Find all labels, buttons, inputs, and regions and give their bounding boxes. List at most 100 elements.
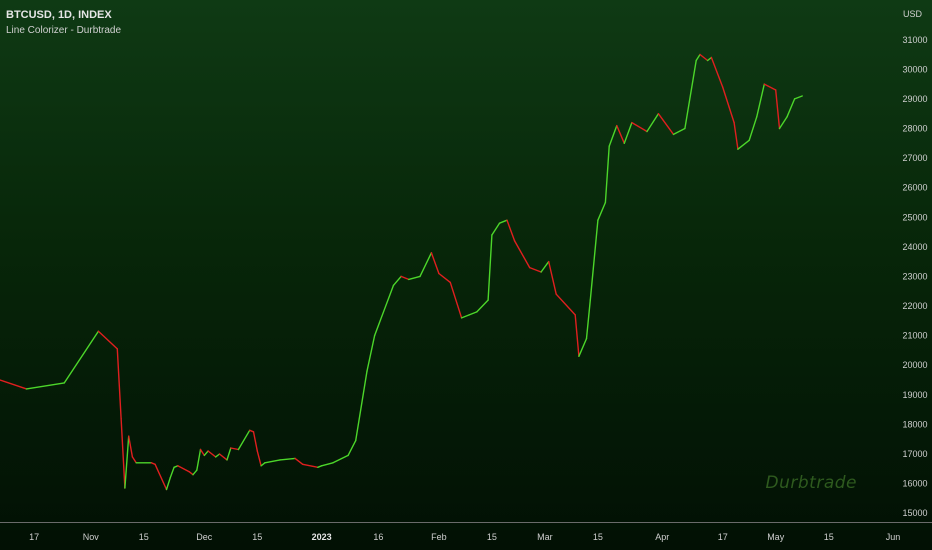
- price-segment: [793, 95, 803, 100]
- price-segment: [207, 450, 217, 458]
- price-segment: [214, 453, 221, 458]
- price-segment: [302, 463, 319, 468]
- price-segment: [237, 429, 251, 451]
- y-tick-label: 26000: [902, 183, 927, 193]
- y-tick-label: 17000: [902, 449, 927, 459]
- price-segment: [646, 112, 660, 133]
- x-tick-label: 17: [29, 532, 39, 542]
- price-segment: [366, 334, 376, 372]
- price-segment: [631, 121, 648, 133]
- price-segment: [392, 275, 402, 286]
- price-line: [0, 53, 803, 491]
- price-segment: [203, 450, 209, 457]
- y-tick-label: 23000: [902, 271, 927, 281]
- price-segment: [260, 462, 266, 467]
- price-segment: [589, 219, 599, 301]
- price-segment: [188, 471, 194, 476]
- x-tick-label: 15: [139, 532, 149, 542]
- price-segment: [218, 453, 228, 461]
- price-segment: [756, 83, 765, 118]
- price-segment: [616, 124, 625, 145]
- y-tick-label: 31000: [902, 35, 927, 45]
- x-tick-label: 16: [373, 532, 383, 542]
- price-segment: [25, 382, 66, 390]
- price-segment: [699, 53, 709, 62]
- price-segment: [264, 459, 281, 464]
- x-axis[interactable]: 17 Nov 15 Dec 15 2023 16 Feb 15 Mar 15 Apr 17 May 15 Ju…: [29, 532, 900, 542]
- y-axis[interactable]: 15000 16000 17000 18000 19000 20000 21000 22000…: [902, 35, 927, 518]
- y-tick-label: 29000: [902, 94, 927, 104]
- y-tick-label: 25000: [902, 212, 927, 222]
- price-segment: [585, 299, 591, 340]
- price-segment: [597, 201, 607, 221]
- y-tick-label: 16000: [902, 479, 927, 489]
- price-segment: [763, 83, 777, 91]
- price-segment: [476, 299, 489, 313]
- x-tick-label: 15: [593, 532, 603, 542]
- price-segment: [294, 457, 304, 465]
- currency-label[interactable]: USD: [902, 9, 922, 19]
- price-segment: [706, 56, 713, 62]
- price-segment: [0, 379, 28, 390]
- price-segment: [124, 435, 130, 489]
- price-segment: [506, 219, 516, 242]
- price-segment: [252, 431, 258, 452]
- price-segment: [623, 121, 633, 145]
- price-segment: [748, 115, 758, 142]
- price-segment: [97, 330, 119, 350]
- watermark: Durbtrade: [765, 473, 857, 493]
- price-segment: [722, 86, 735, 124]
- x-tick-label: Jun: [886, 532, 901, 542]
- price-segment: [408, 275, 421, 281]
- price-segment: [786, 98, 796, 118]
- y-tick-label: 19000: [902, 390, 927, 400]
- price-segment: [169, 466, 175, 479]
- price-segment: [778, 115, 788, 130]
- x-tick-label: Mar: [537, 532, 553, 542]
- price-segment: [695, 53, 701, 62]
- y-tick-label: 22000: [902, 301, 927, 311]
- price-segment: [487, 234, 493, 301]
- symbol-title[interactable]: BTCUSD, 1D, INDEX: [6, 9, 112, 21]
- indicator-label[interactable]: Line Colorizer - Durbtrade: [6, 25, 122, 36]
- y-tick-label: 30000: [902, 64, 927, 74]
- price-segment: [555, 293, 576, 316]
- price-segment: [513, 240, 531, 269]
- price-segment: [332, 454, 349, 464]
- price-segment: [127, 435, 134, 458]
- y-tick-label: 20000: [902, 360, 927, 370]
- price-segment: [177, 465, 190, 473]
- x-tick-label: Feb: [431, 532, 447, 542]
- price-segment: [192, 469, 198, 476]
- price-segment: [733, 121, 739, 150]
- price-segment: [578, 337, 588, 357]
- price-segment: [430, 252, 440, 275]
- price-segment: [604, 145, 610, 204]
- x-tick-label: 15: [252, 532, 262, 542]
- x-tick-label: Dec: [196, 532, 213, 542]
- price-segment: [347, 439, 357, 457]
- price-segment: [131, 456, 137, 464]
- price-segment: [63, 330, 100, 384]
- x-tick-label: Apr: [655, 532, 669, 542]
- x-tick-label: 17: [718, 532, 728, 542]
- price-segment: [320, 462, 334, 467]
- price-segment: [373, 284, 395, 337]
- price-segment: [737, 139, 750, 150]
- price-segment: [672, 127, 686, 136]
- price-segment: [438, 272, 451, 284]
- price-segment: [608, 124, 618, 148]
- price-segment: [196, 448, 202, 471]
- x-tick-label: 15: [487, 532, 497, 542]
- price-segment: [230, 447, 240, 451]
- price-segment: [449, 281, 463, 319]
- price-segment: [529, 266, 542, 273]
- price-segment: [120, 417, 126, 489]
- price-segment: [491, 222, 501, 236]
- price-segment: [116, 348, 122, 420]
- y-tick-label: 15000: [902, 508, 927, 518]
- price-segment: [468, 311, 478, 316]
- x-tick-label: Nov: [83, 532, 100, 542]
- y-tick-label: 21000: [902, 331, 927, 341]
